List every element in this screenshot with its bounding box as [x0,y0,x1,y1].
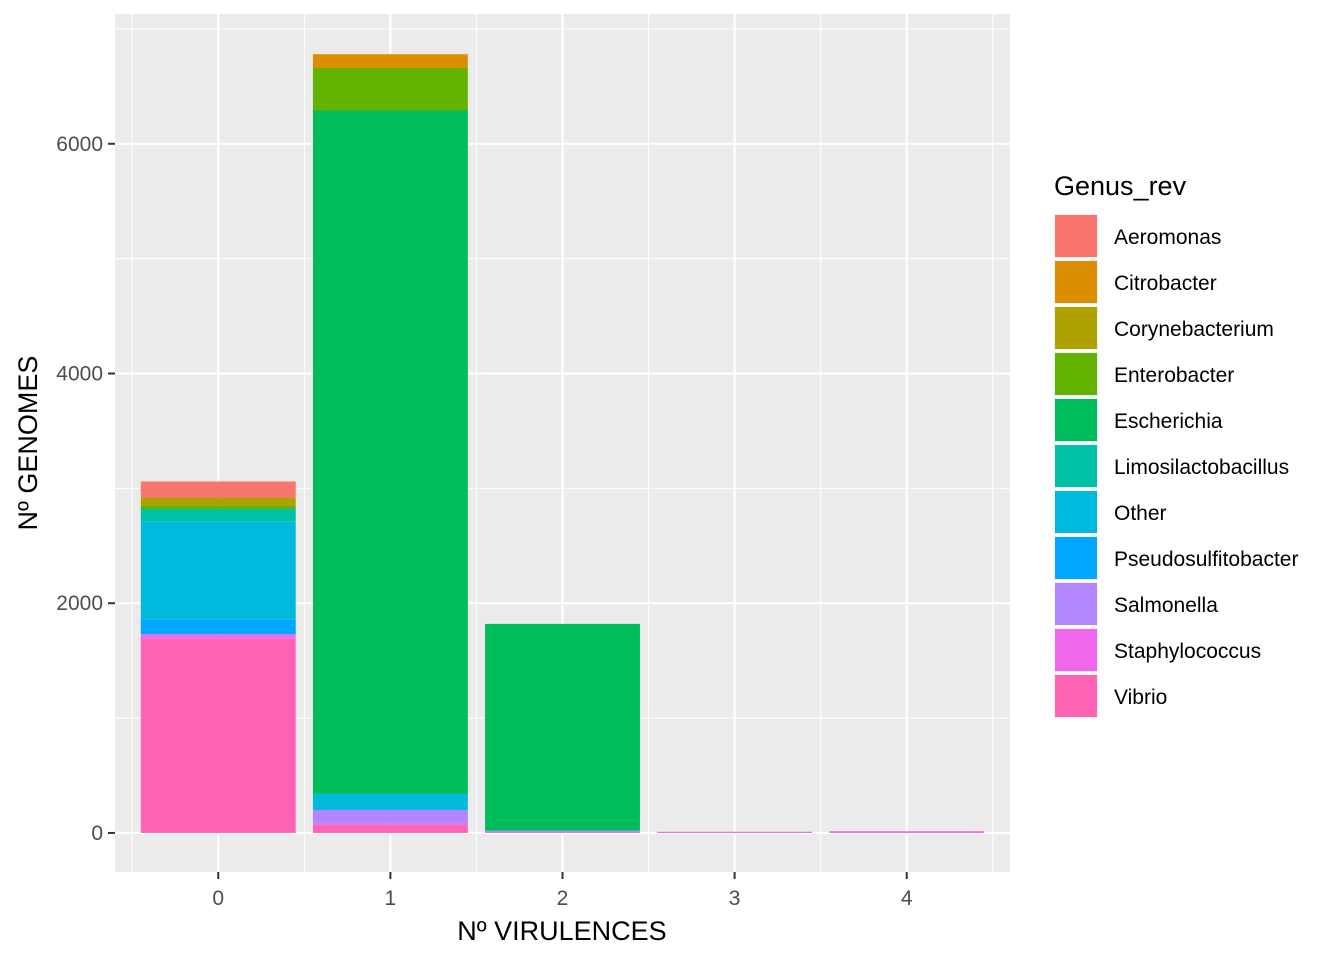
bar-segment [140,634,296,639]
bars [140,54,985,833]
legend-swatch [1055,537,1097,579]
legend-label: Staphylococcus [1114,640,1261,663]
y-tick-label: 6000 [56,133,103,156]
legend-label: Aeromonas [1114,226,1221,249]
x-tick-label: 0 [212,887,224,910]
bar-segment [140,481,296,498]
x-tick-label: 3 [729,887,741,910]
legend-swatch [1055,399,1097,441]
legend-label: Enterobacter [1114,364,1234,387]
bar-segment [140,619,296,635]
bar-segment [485,623,640,831]
y-tick-label: 0 [91,822,103,845]
x-tick-label: 4 [901,887,913,910]
y-tick-label: 2000 [56,592,103,615]
legend-label: Citrobacter [1114,272,1217,295]
bar-segment [312,823,468,825]
bar-segment [312,110,468,794]
bar-segment [312,793,468,810]
x-axis: 0 1 2 3 4 [212,872,913,910]
legend-label: Limosilactobacillus [1114,456,1289,479]
y-axis: 0 2000 4000 6000 [56,133,115,845]
bar-segment [140,505,296,510]
legend-title: Genus_rev [1054,171,1187,201]
legend-swatch [1055,261,1097,303]
bar-segment [312,809,468,824]
x-tick-label: 2 [557,887,569,910]
bar-segment [140,497,296,506]
bar-segment [657,831,813,833]
bar-segment [312,824,468,833]
bar-segment [312,54,468,68]
bar-segment [140,638,296,833]
legend-swatch [1055,215,1097,257]
legend-swatch [1055,445,1097,487]
bar-segment [829,831,985,833]
x-tick-label: 1 [385,887,397,910]
legend-swatch [1055,675,1097,717]
bar-segment [140,521,296,620]
bar-segment [140,509,296,522]
bar-segment [312,67,468,111]
legend-swatch [1055,583,1097,625]
legend-label: Salmonella [1114,594,1218,617]
legend-label: Corynebacterium [1114,318,1274,341]
y-tick-label: 4000 [56,363,103,386]
legend-label: Other [1114,502,1167,525]
legend: Aeromonas Citrobacter Corynebacterium Enter… [1054,214,1298,718]
legend-label: Vibrio [1114,686,1167,709]
legend-label: Pseudosulfitobacter [1114,548,1298,571]
y-axis-title: Nº GENOMES [13,356,43,531]
bar-segment [485,830,640,833]
legend-label: Escherichia [1114,410,1223,433]
legend-swatch [1055,491,1097,533]
legend-swatch [1055,307,1097,349]
legend-swatch [1055,353,1097,395]
x-axis-title: Nº VIRULENCES [457,916,666,946]
legend-swatch [1055,629,1097,671]
